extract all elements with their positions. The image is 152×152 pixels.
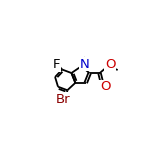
Text: Br: Br	[56, 93, 71, 106]
Text: O: O	[105, 58, 115, 71]
Text: O: O	[100, 80, 111, 93]
Text: N: N	[80, 58, 90, 71]
Text: F: F	[53, 58, 60, 71]
